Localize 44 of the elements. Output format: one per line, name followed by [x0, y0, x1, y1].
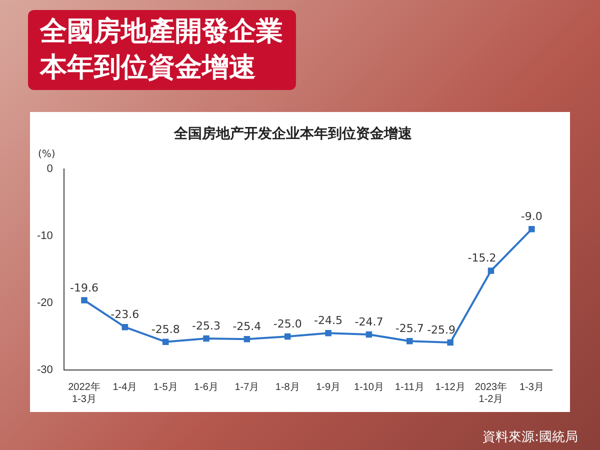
data-label: -9.0 [520, 210, 542, 224]
point [203, 335, 210, 342]
data-label: -23.6 [110, 308, 140, 322]
point [325, 330, 332, 336]
point [162, 338, 169, 345]
x-tick-label: 1-9月 [316, 382, 341, 393]
point [488, 268, 494, 274]
data-label: -25.7 [395, 322, 424, 336]
point [122, 324, 128, 330]
data-label: -15.2 [468, 252, 496, 265]
x-tick-label: 2023年 1-2月 [474, 380, 508, 405]
point [244, 336, 250, 342]
data-label: -24.5 [314, 314, 343, 328]
x-tick-label: 1-4月 [112, 382, 138, 393]
x-tick-label: 1-8月 [275, 382, 300, 393]
data-label: -25.8 [151, 322, 180, 336]
data-label: -25.4 [232, 320, 262, 334]
chart-title: 全國房地產開發企業本年到位資金增速 [28, 10, 296, 90]
x-tick-label: 1-10月 [354, 382, 384, 393]
x-tick-label: 1-5月 [153, 382, 178, 393]
y-tick-label: -20 [36, 296, 53, 309]
y-tick-label: -30 [36, 364, 53, 376]
x-tick-label: 1-12月 [435, 382, 466, 393]
point [528, 226, 535, 232]
point [447, 339, 454, 346]
y-tick-label: 0 [46, 162, 53, 175]
y-tick-label: -10 [36, 230, 53, 242]
data-label: -25.9 [427, 324, 456, 337]
point [81, 297, 88, 304]
x-tick-label: 1-3月 [519, 382, 544, 393]
point [406, 338, 413, 344]
x-tick-label: 1-6月 [194, 382, 218, 393]
source-note: 資料來源:國統局 [482, 429, 578, 446]
data-label: -19.6 [70, 281, 98, 294]
data-label: -25.3 [192, 319, 220, 332]
data-label: -24.7 [354, 315, 384, 328]
y-axis-title: (%) [38, 148, 56, 160]
point [366, 331, 372, 338]
chart-subtitle: 全国房地产开发企业本年到位资金增速 [173, 125, 413, 142]
x-tick-label: 1-11月 [394, 382, 424, 393]
data-label: -25.0 [273, 317, 302, 330]
x-tick-label: 2022年 1-3月 [68, 380, 100, 405]
x-tick-label: 1-7月 [234, 382, 260, 393]
point [284, 333, 291, 340]
